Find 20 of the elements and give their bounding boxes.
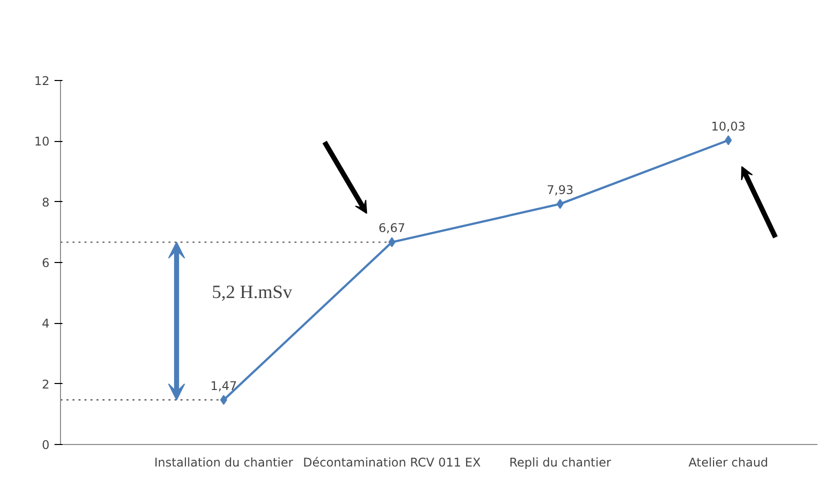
y-tick-label: 12 [34,74,50,88]
point [556,198,564,209]
y-tick-label: 2 [42,377,50,392]
point [220,394,228,405]
x-tick-label: Repli du chantier [509,456,612,470]
y-tick-label: 6 [42,256,50,270]
data-label: 6,67 [378,221,406,236]
y-tick-label: 0 [42,438,50,452]
y-tick-label: 8 [42,195,50,210]
data-label: 10,03 [711,119,746,134]
point [388,237,396,248]
point [724,135,732,146]
y-tick-label: 4 [42,316,50,331]
annotation: 5,2 H.mSv [212,282,293,303]
x-tick-label: Atelier chaud [688,456,768,470]
y-tick-label: 10 [34,134,50,149]
data-label: 7,93 [546,182,574,197]
x-tick-label: Installation du chantier [154,456,294,470]
x-tick-label: Décontamination RCV 011 EX [303,456,481,470]
data-label: 1,47 [210,378,238,393]
